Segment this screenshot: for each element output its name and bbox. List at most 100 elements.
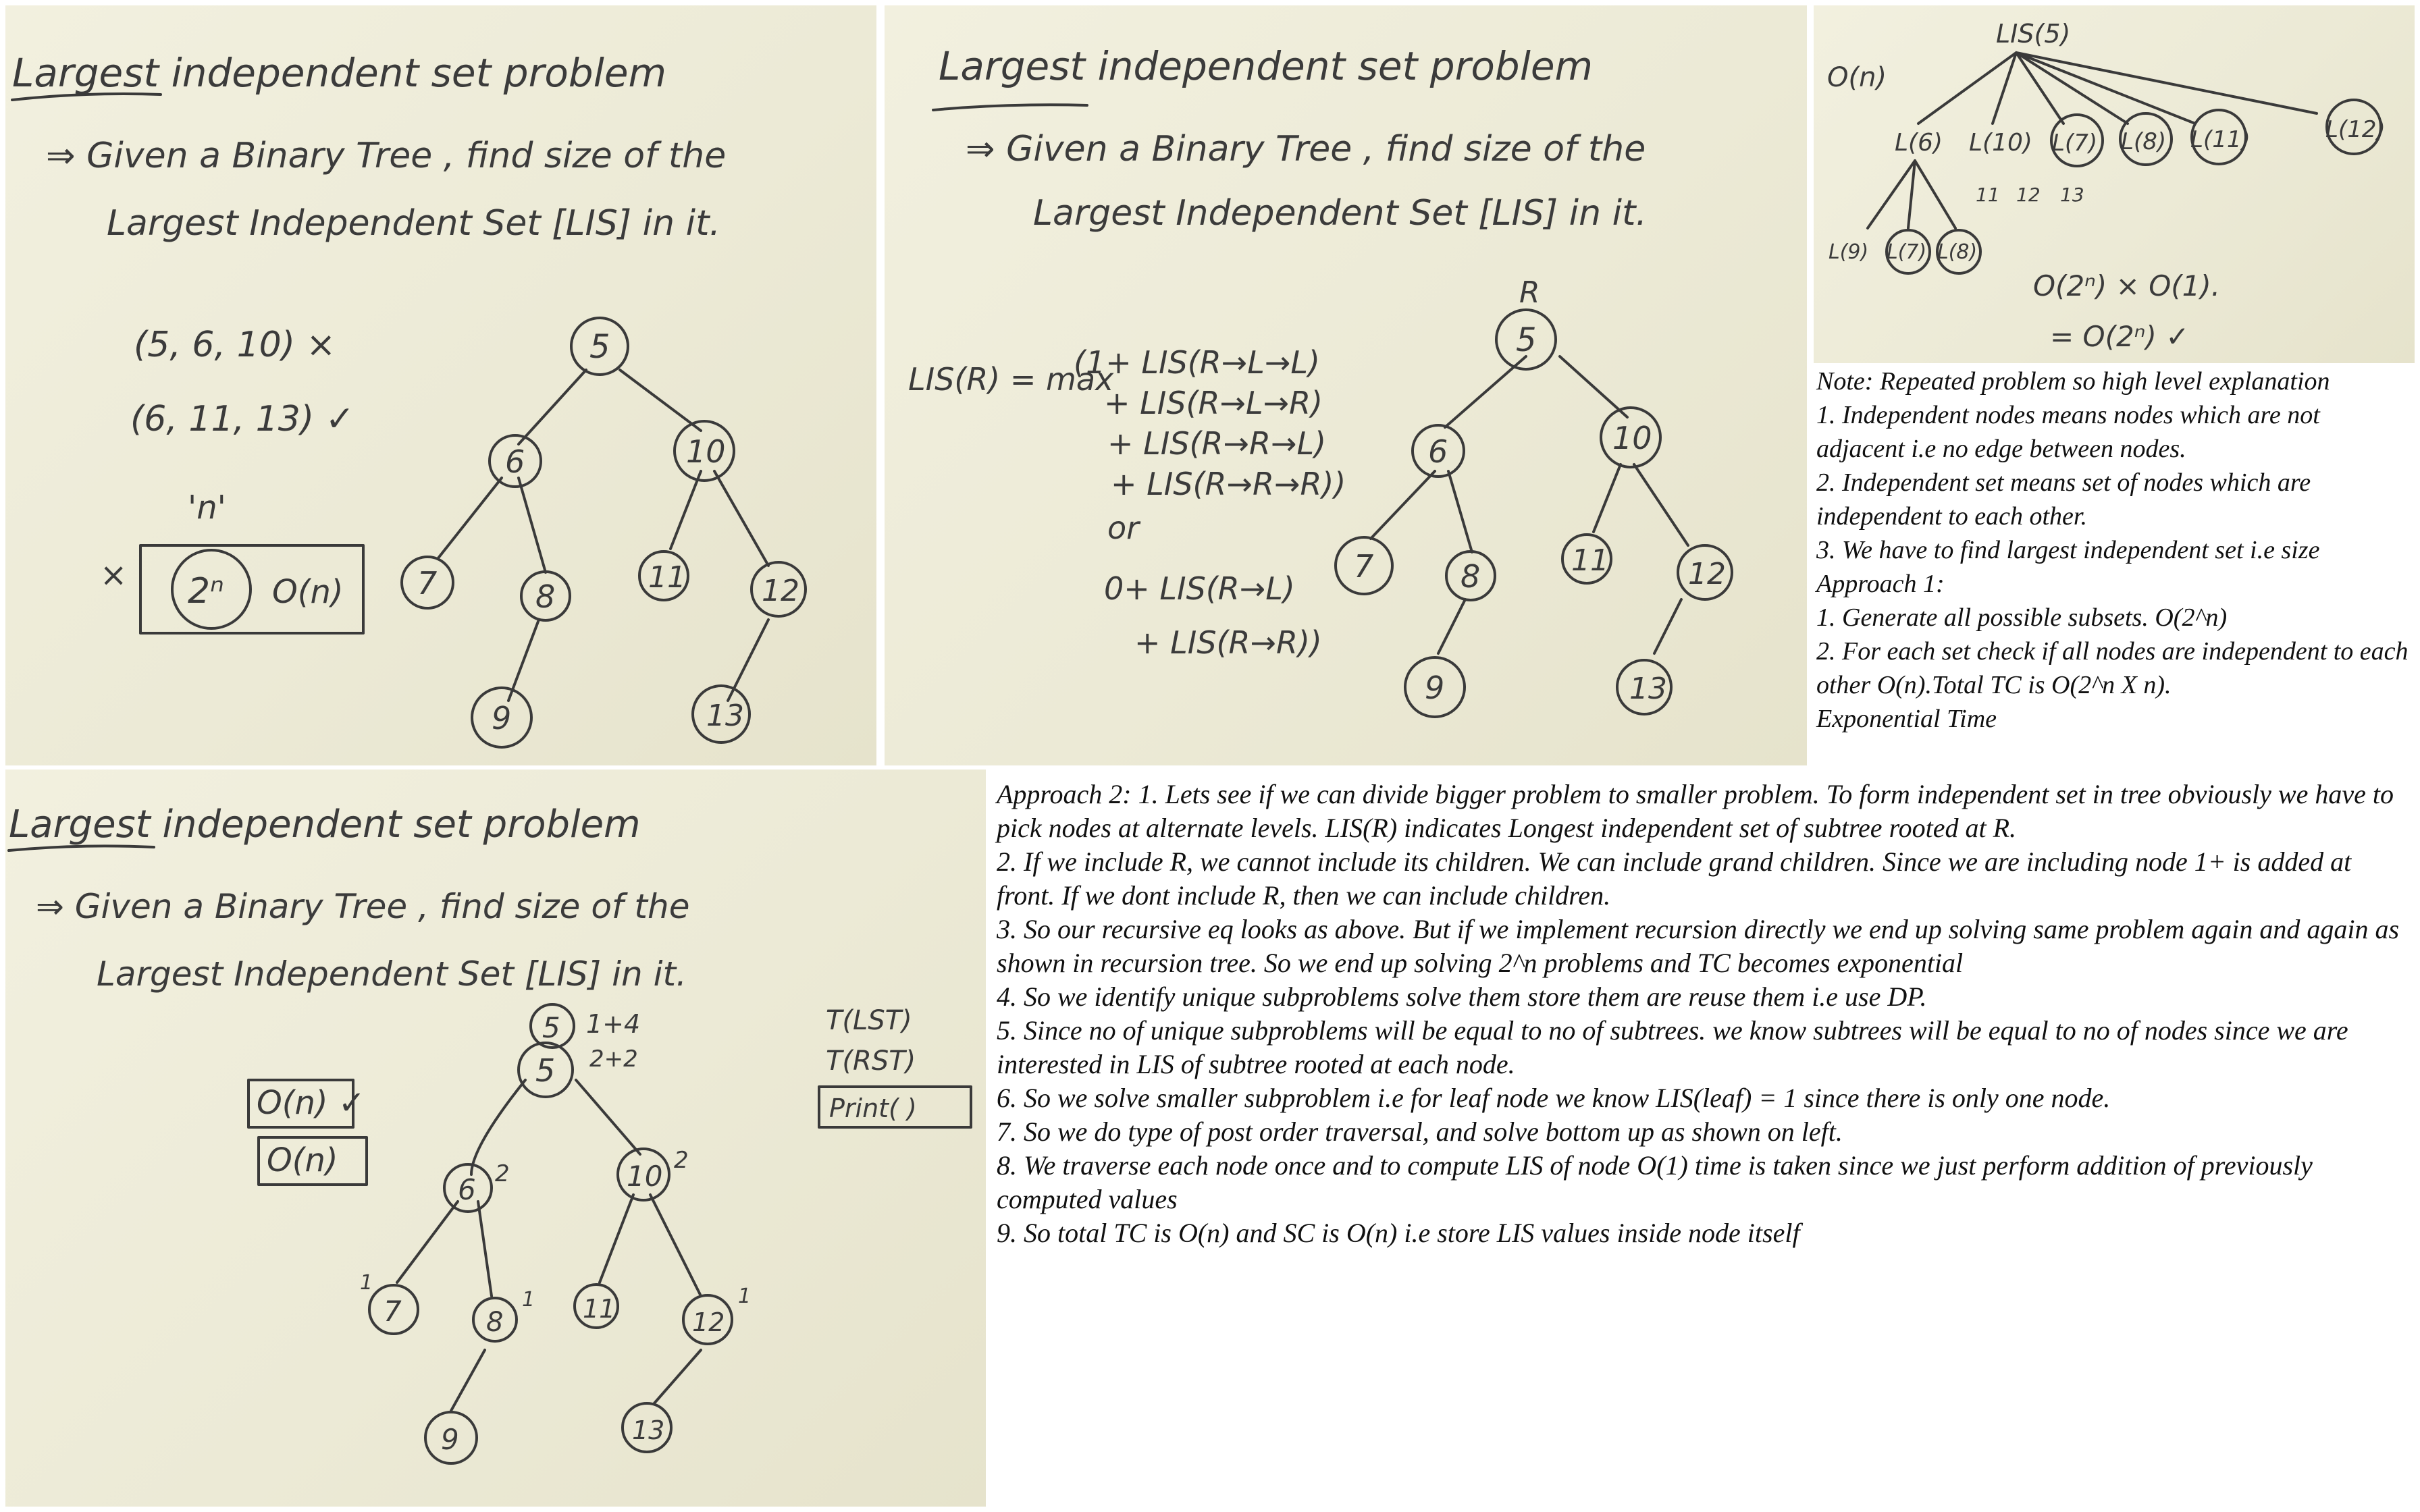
tree-node-label: 13 [1629, 672, 1667, 706]
note-line: 2. If we include R, we cannot include it… [997, 846, 2352, 911]
tree-node-10 [673, 420, 735, 482]
space-complexity-box [257, 1136, 368, 1186]
title-underline [7, 844, 155, 852]
tree-node-label: 9 [1425, 670, 1444, 706]
tree-node-label: 11 [583, 1294, 615, 1324]
tree-node-label: 6 [505, 443, 525, 480]
equation-line: or [1107, 510, 1141, 546]
tree-node-7 [400, 556, 454, 610]
note-line: 8. We traverse each node once and to com… [997, 1150, 2313, 1214]
whiteboard-drawing: Largest independent set problem ⇒ Given … [7, 803, 972, 1465]
tree-node-13 [621, 1402, 673, 1453]
board-line1: ⇒ Given a Binary Tree , find size of the [966, 129, 1646, 169]
recursion-grandchild: L(7) [1887, 240, 1926, 264]
tree-node-label: 10 [686, 433, 726, 470]
tree-node-label: 8 [486, 1307, 503, 1338]
traversal-right: T(RST) [826, 1046, 916, 1077]
recursion-root: LIS(5) [1996, 19, 2070, 49]
title-underline [11, 92, 162, 101]
tree-node-9 [471, 686, 533, 749]
note-line: 1. Independent nodes means nodes which a… [1816, 401, 2320, 463]
print-box [818, 1085, 972, 1129]
tree-node-12 [750, 561, 807, 618]
note-line: 2. For each set check if all nodes are i… [1816, 637, 2409, 699]
note-line: 5. Since no of unique subproblems will b… [997, 1015, 2348, 1079]
complexity-circle [171, 549, 252, 630]
recursion-child: L(7) [2052, 130, 2097, 157]
tree-node-label: 11 [1571, 543, 1609, 578]
equation-line: + LIS(R→L→R) [1104, 385, 1323, 421]
tree-node-13 [1616, 659, 1673, 716]
note-line: 6. So we solve smaller subproblem i.e fo… [997, 1083, 2111, 1113]
note-line: Note: Repeated problem so high level exp… [1816, 367, 2330, 396]
tree-node-9 [1404, 656, 1466, 718]
tree-node-6 [443, 1163, 493, 1213]
n-label: 'n' [188, 489, 226, 526]
set-example-a: (5, 6, 10) × [134, 325, 336, 365]
root-top-circle [529, 1003, 575, 1049]
tree-node-label: 5 [1516, 321, 1537, 359]
time-complexity: O(n) ✓ [257, 1084, 365, 1122]
tree-node-label: 11 [648, 560, 686, 595]
equation-line: + LIS(R→R→R)) [1111, 466, 1346, 502]
tree-node-label: 6 [1428, 433, 1448, 470]
tree-node-12 [1677, 544, 1733, 601]
root-top-label: 5 [542, 1011, 560, 1044]
complexity-on: O(n) [1827, 62, 1887, 93]
recursion-child: L(12) [2325, 116, 2386, 143]
tree-node-label: 12 [762, 574, 799, 608]
tree-node-9 [424, 1411, 478, 1465]
title-underline [932, 103, 1088, 111]
tree-node-8 [472, 1297, 518, 1343]
board-title: Largest independent set problem [12, 50, 666, 96]
recursion-child: L(6) [1895, 129, 1943, 157]
tree-node-label: 13 [706, 699, 744, 733]
space-complexity: O(n) [267, 1141, 338, 1179]
note-line: Approach 1: [1816, 570, 1945, 598]
board-line2: Largest Independent Set [LIS] in it. [97, 954, 687, 994]
tree-node-label: 8 [535, 578, 555, 615]
note-line: 7. So we do type of post order traversal… [997, 1116, 1843, 1147]
tree-node-label: 10 [627, 1160, 662, 1193]
recursion-child-circle [2050, 113, 2104, 167]
board-line1: ⇒ Given a Binary Tree , find size of the [46, 136, 726, 176]
tree-node-label: 5 [535, 1052, 555, 1089]
equation-line: + LIS(R→R→L) [1107, 425, 1326, 462]
recursion-child: L(10) [1969, 129, 2032, 157]
whiteboard-panel-recursion: Largest independent set problem ⇒ Given … [885, 5, 1807, 765]
tree-node-5 [1495, 308, 1557, 371]
tree-node-13 [691, 684, 751, 744]
tree-node-5 [517, 1042, 574, 1098]
note-line: Approach 2: 1. Lets see if we can divide… [997, 779, 2394, 843]
complexity-2n: 2ⁿ [188, 571, 224, 612]
recursion-child: L(8) [2121, 128, 2166, 155]
tree-node-label: 12 [1688, 557, 1726, 591]
tree-node-7 [1334, 536, 1394, 595]
whiteboard-panel-recursion-tree: O(n) LIS(5) L(6) L(10) L(7) L(8) L(11) L… [1814, 5, 2415, 363]
tree-node-label: 8 [1461, 558, 1480, 595]
tree-node-label: 10 [1612, 420, 1652, 456]
tree-node-11 [638, 550, 689, 601]
recursion-grandchild: L(8) [1937, 240, 1977, 264]
time-complexity-box [247, 1079, 354, 1129]
tree-node-label: 7 [384, 1295, 402, 1328]
tree-node-12 [682, 1294, 733, 1345]
recursion-child: L(11) [2190, 126, 2251, 153]
root-sum: 2+2 [589, 1046, 638, 1073]
root-label: R [1519, 275, 1540, 310]
cross-mark: × [100, 556, 127, 594]
complexity-line1: O(2ⁿ) × O(1). [2033, 269, 2220, 302]
whiteboard-panel-dp: Largest independent set problem ⇒ Given … [5, 770, 986, 1507]
traversal-left: T(LST) [826, 1005, 912, 1036]
note-line: 3. We have to find largest independent s… [1816, 536, 2320, 564]
tree-node-label: 13 [632, 1415, 664, 1445]
whiteboard-panel-brute-force: Largest independent set problem ⇒ Given … [5, 5, 876, 765]
tree-node-6 [1411, 424, 1465, 478]
tree-node-11 [573, 1283, 619, 1329]
tree-node-8 [520, 570, 571, 622]
equation-line: + LIS(R→R)) [1134, 624, 1322, 661]
binary-tree: 5 1+4 2+2 5 6 2 10 2 7 8 1 11 12 1 9 13 [360, 1003, 751, 1465]
tree-node-8 [1445, 550, 1496, 601]
recursion-number: 11 [1976, 184, 2000, 206]
tree-node-label: 6 [458, 1173, 476, 1206]
